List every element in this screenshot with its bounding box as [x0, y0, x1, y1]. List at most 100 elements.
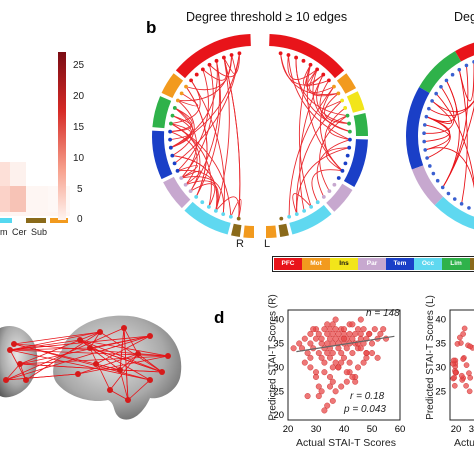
brain-edge: [89, 347, 163, 373]
connectogram-node: [422, 139, 426, 144]
connectogram-node: [347, 129, 352, 134]
scatter-point: [315, 383, 322, 390]
scatter-r-annotation: r = 0.18: [350, 391, 385, 402]
connectogram-partial: [406, 42, 474, 230]
brain-node: [11, 341, 17, 347]
brain-node: [7, 347, 13, 353]
connectogram-chord: [170, 107, 193, 149]
scatter2-y-tick: 40: [435, 315, 446, 326]
ring-segment-pfc: [268, 34, 345, 79]
brain-edge: [127, 379, 151, 401]
brain-edge: [13, 331, 101, 345]
scatter-point: [368, 350, 375, 357]
scatter-point: [307, 364, 314, 371]
connectogram-node: [430, 99, 434, 103]
connectogram-node: [459, 202, 464, 206]
scatter2-x-tick: 30: [469, 424, 474, 435]
scatter-point: [301, 335, 308, 342]
connectogram-node: [450, 72, 455, 77]
connectogram-node: [175, 168, 180, 173]
brain-edge: [5, 363, 21, 381]
brain-node: [135, 351, 141, 357]
panel-b-title-right-partial: Degr: [454, 10, 474, 24]
connectogram-node: [427, 106, 431, 111]
connectogram-node: [428, 164, 432, 168]
ring-segment-cer: [231, 223, 242, 238]
connectogram-chord: [298, 64, 312, 207]
connectogram-node: [332, 84, 336, 89]
scatter-y-tick: 40: [273, 315, 284, 326]
connectogram-node: [168, 145, 173, 150]
regression-line: [296, 335, 395, 353]
connectogram-chord: [426, 116, 451, 159]
connectogram-node: [431, 171, 436, 176]
connectogram-node: [236, 216, 241, 221]
connectogram-chord: [181, 176, 225, 215]
scatter2-point: [451, 374, 458, 381]
scatter-point: [315, 350, 322, 357]
connectogram-chord: [296, 147, 350, 215]
scatter-point: [321, 369, 328, 376]
connectogram-node: [294, 212, 299, 217]
brain-edge: [19, 363, 121, 371]
connectogram-node: [213, 208, 218, 213]
connectogram-node: [184, 84, 188, 89]
connectogram-chord: [287, 55, 318, 80]
ring-segment-par: [411, 165, 444, 206]
connectogram-node: [422, 123, 427, 127]
scatter-x-tick: 20: [283, 424, 294, 435]
scatter2-point: [460, 356, 466, 362]
connectogram-chord: [170, 123, 192, 141]
ring-segment-lim: [419, 51, 462, 94]
connectogram-chord: [177, 69, 209, 172]
scatter-point: [324, 321, 331, 328]
connectogram-node: [347, 145, 352, 150]
connectogram-node: [464, 63, 469, 68]
connectogram-node: [440, 185, 445, 190]
connectogram-node: [336, 176, 341, 180]
scatter-point: [374, 354, 381, 361]
hemisphere-label-left: L: [264, 238, 271, 250]
scatter-point: [304, 393, 311, 400]
brain-edge: [95, 335, 151, 365]
connectogram-chord: [323, 100, 343, 109]
scatter2-y-tick: 30: [435, 362, 446, 373]
scatter-point: [360, 359, 367, 366]
connectogram-node: [221, 55, 226, 60]
brain-edge: [9, 339, 81, 351]
legend-item-tem: Tem: [386, 258, 414, 270]
scatter-point: [343, 378, 350, 385]
connectogram-chords: [169, 53, 351, 219]
scatter-y-tick: 25: [273, 386, 284, 397]
connectogram-node: [434, 91, 438, 96]
scatter2-point: [467, 343, 473, 350]
connectogram-node: [467, 206, 471, 210]
heatmap-cell: [10, 162, 26, 186]
connectogram-node: [343, 106, 348, 110]
ring-segment-par: [326, 183, 353, 212]
brain-node: [17, 361, 23, 367]
connectogram-node: [228, 214, 233, 219]
connectogram-node: [229, 53, 234, 57]
scatter2-point: [463, 383, 469, 389]
connectogram-chord: [230, 198, 242, 219]
scatter-plot: 20 30 40 50 60 40 35 30 25 20 40 35 30 25 20 30: [273, 309, 474, 435]
ring-segment-tem: [406, 87, 430, 170]
scatter2-y-tick: 35: [435, 338, 446, 349]
ring-segment-mot: [243, 225, 255, 238]
scatter-point: [377, 330, 384, 337]
scatter-point: [338, 350, 345, 357]
scatter-point: [354, 364, 361, 371]
heatmap-label-strip: [28, 218, 46, 223]
connectogram-node: [207, 62, 212, 67]
connectogram-chord: [190, 183, 216, 208]
connectogram-chord: [324, 93, 350, 125]
connectogram-node: [183, 182, 188, 187]
brain-edge: [19, 335, 151, 365]
connectogram-chord: [328, 115, 351, 141]
scatter-point: [332, 316, 339, 323]
scatter-point: [368, 340, 375, 347]
scatter2-point: [457, 334, 463, 341]
scatter-point: [318, 354, 325, 361]
connectogram-node: [172, 106, 177, 110]
